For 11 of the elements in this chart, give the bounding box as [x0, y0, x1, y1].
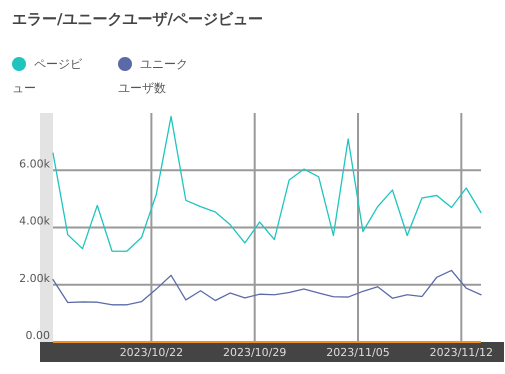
chart-title: エラー/ユニークユーザ/ページビュー	[12, 10, 263, 29]
x-tick-label: 2023/11/12	[430, 346, 494, 359]
x-tick-label: 2023/11/05	[326, 346, 390, 359]
y-tick-label: 6.00k	[19, 157, 51, 170]
y-tick-label: 4.00k	[19, 214, 51, 228]
y-tick-label: 0.00	[26, 329, 50, 342]
legend-label: ユニークユーザ数	[118, 56, 189, 97]
x-tick-label: 2023/10/29	[223, 346, 286, 359]
y-tick-label: 2.00k	[19, 272, 51, 285]
x-tick-label: 2023/10/22	[120, 346, 184, 359]
legend-label: ページビュー	[12, 56, 83, 97]
